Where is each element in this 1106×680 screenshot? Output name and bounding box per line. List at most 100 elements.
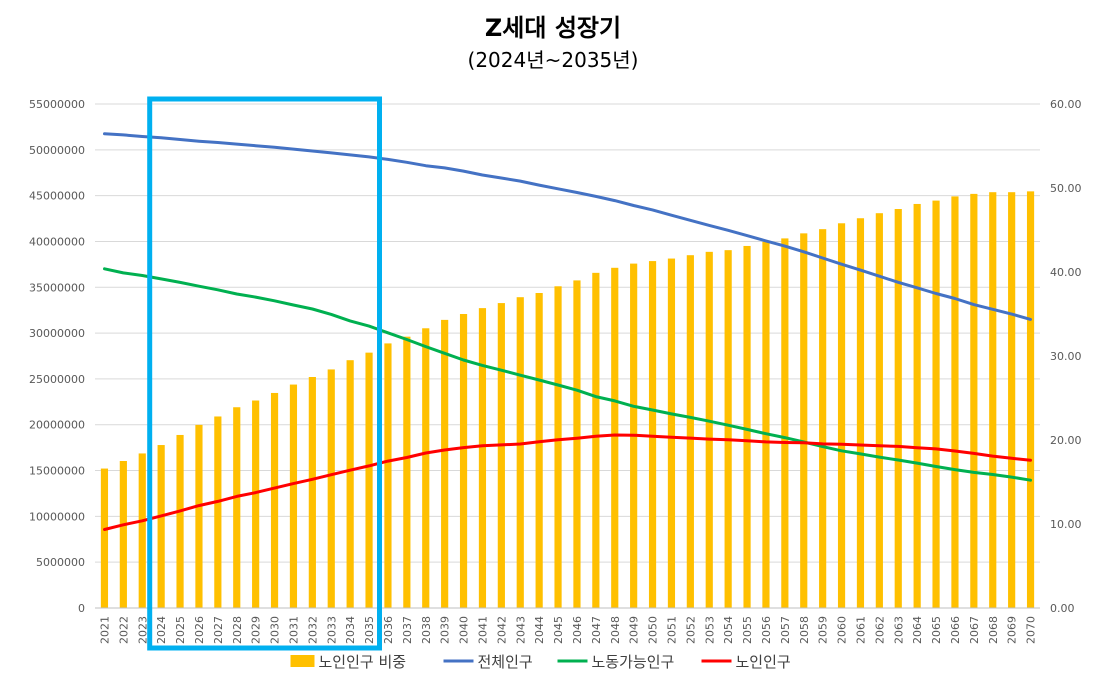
x-tick-label: 2052 — [684, 616, 697, 644]
bar — [289, 384, 298, 608]
highlight-box — [147, 96, 382, 651]
legend-swatch — [290, 655, 315, 667]
bar — [856, 218, 865, 609]
x-tick-label: 2066 — [949, 616, 962, 644]
bar — [762, 241, 770, 608]
bar — [705, 251, 713, 608]
bar — [724, 250, 732, 608]
y-left-tick-label: 30000000 — [29, 327, 85, 340]
y-left-tick-label: 5000000 — [36, 556, 85, 569]
bar — [686, 255, 694, 608]
x-tick-label: 2057 — [779, 616, 792, 644]
bar — [233, 407, 241, 608]
bar — [970, 193, 978, 608]
y-right-tick-label: 10.00 — [1050, 518, 1082, 531]
bar — [819, 229, 827, 608]
x-tick-label: 2022 — [117, 616, 130, 644]
x-tick-label: 2070 — [1025, 616, 1038, 644]
x-tick-label: 2036 — [382, 616, 395, 644]
x-tick-label: 2037 — [401, 616, 414, 644]
x-tick-label: 2060 — [836, 616, 849, 644]
series-line — [103, 267, 1032, 482]
bar — [403, 336, 411, 608]
x-tick-label: 2049 — [628, 616, 641, 644]
bar — [214, 416, 222, 608]
bar — [384, 343, 392, 608]
bar — [667, 258, 676, 608]
bar — [270, 392, 279, 608]
chart-title: Z세대 성장기 — [484, 14, 622, 42]
y-left-tick-label: 45000000 — [29, 190, 85, 203]
bar — [743, 245, 751, 608]
x-tick-label: 2039 — [439, 616, 452, 644]
bar — [100, 468, 109, 608]
x-tick-label: 2031 — [287, 616, 300, 644]
bar — [554, 286, 562, 608]
legend-label: 노인인구 — [736, 653, 791, 671]
chart-subtitle: (2024년~2035년) — [467, 48, 639, 72]
x-tick-label: 2040 — [458, 616, 471, 644]
y-left-tick-label: 15000000 — [29, 465, 85, 478]
bar — [837, 223, 846, 608]
x-tick-label: 2047 — [590, 616, 603, 644]
y-right-tick-label: 0.00 — [1050, 602, 1075, 615]
bar — [195, 424, 203, 608]
bar — [497, 303, 505, 608]
x-tick-label: 2030 — [269, 616, 282, 644]
bar — [252, 400, 260, 608]
x-tick-label: 2024 — [155, 616, 168, 644]
y-left-tick-label: 35000000 — [29, 281, 85, 294]
bar — [327, 369, 335, 608]
bar — [875, 213, 883, 608]
x-tick-label: 2067 — [968, 616, 981, 644]
x-tick-label: 2028 — [231, 616, 244, 644]
x-tick-label: 2056 — [760, 616, 773, 644]
x-tick-label: 2045 — [552, 616, 565, 644]
x-tick-label: 2041 — [476, 616, 489, 644]
y-left-tick-label: 50000000 — [29, 144, 85, 157]
bar — [119, 461, 127, 608]
bar — [365, 352, 373, 608]
x-tick-label: 2046 — [571, 616, 584, 644]
x-tick-label: 2053 — [703, 616, 716, 644]
x-tick-label: 2062 — [873, 616, 886, 644]
bar — [951, 196, 959, 608]
bar — [989, 192, 997, 608]
x-tick-label: 2042 — [495, 616, 508, 644]
x-tick-label: 2055 — [741, 616, 754, 644]
y-right-tick-label: 50.00 — [1050, 182, 1082, 195]
bar — [308, 377, 316, 608]
y-left-tick-label: 10000000 — [29, 510, 85, 523]
x-tick-label: 2023 — [136, 616, 149, 644]
bar — [459, 314, 468, 608]
x-tick-label: 2033 — [325, 616, 338, 644]
bar — [1026, 191, 1035, 609]
x-tick-label: 2032 — [306, 616, 319, 644]
x-tick-label: 2029 — [250, 616, 263, 644]
bar — [800, 233, 808, 609]
legend-label: 전체인구 — [478, 653, 533, 671]
bar — [648, 261, 657, 608]
x-tick-label: 2027 — [212, 616, 225, 644]
bar — [913, 203, 921, 608]
y-left-tick-label: 20000000 — [29, 419, 85, 432]
x-tick-label: 2025 — [174, 616, 187, 644]
bar — [441, 319, 449, 608]
bar — [346, 360, 354, 608]
y-left-tick-label: 40000000 — [29, 235, 85, 248]
y-right-tick-label: 60.00 — [1050, 98, 1082, 111]
y-left-tick-label: 25000000 — [29, 373, 85, 386]
y-right-tick-label: 30.00 — [1050, 350, 1082, 363]
bar — [781, 238, 789, 608]
x-tick-label: 2059 — [817, 616, 830, 644]
x-tick-label: 2061 — [854, 616, 867, 644]
x-tick-label: 2065 — [930, 616, 943, 644]
y-right-tick-label: 20.00 — [1050, 434, 1082, 447]
x-tick-label: 2026 — [193, 616, 206, 644]
bar — [1008, 192, 1016, 608]
x-tick-label: 2068 — [987, 616, 1000, 644]
x-tick-label: 2035 — [363, 616, 376, 644]
x-tick-label: 2051 — [665, 616, 678, 644]
